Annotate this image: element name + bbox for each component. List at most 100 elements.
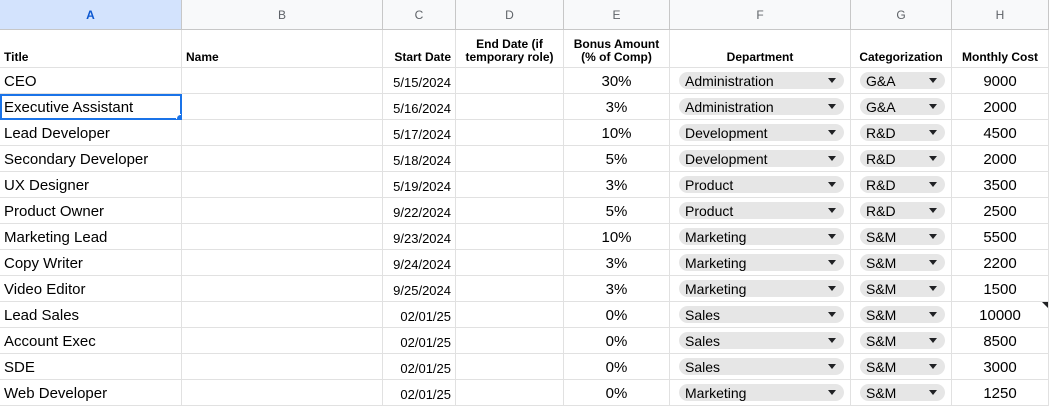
caret-down-icon[interactable]: [929, 182, 937, 187]
department-dropdown-chip[interactable]: Development: [679, 150, 844, 167]
department-dropdown-chip[interactable]: Marketing: [679, 384, 844, 401]
cell-department[interactable]: Administration: [670, 68, 851, 94]
cell-bonus[interactable]: 3%: [564, 276, 670, 302]
cell-end-date[interactable]: [456, 172, 564, 198]
cell-end-date[interactable]: [456, 302, 564, 328]
department-dropdown-chip[interactable]: Product: [679, 176, 844, 193]
cell-name[interactable]: [182, 276, 383, 302]
cell-bonus[interactable]: 5%: [564, 146, 670, 172]
caret-down-icon[interactable]: [929, 390, 937, 395]
cell-bonus[interactable]: 0%: [564, 380, 670, 406]
cell-title[interactable]: SDE: [0, 354, 182, 380]
categorization-dropdown-chip[interactable]: R&D: [860, 124, 945, 141]
department-dropdown-chip[interactable]: Administration: [679, 98, 844, 115]
cell-department[interactable]: Marketing: [670, 224, 851, 250]
cell-categorization[interactable]: S&M: [851, 302, 952, 328]
cell-department[interactable]: Sales: [670, 354, 851, 380]
header-categorization[interactable]: Categorization: [851, 30, 952, 68]
caret-down-icon[interactable]: [828, 130, 836, 135]
cell-categorization[interactable]: R&D: [851, 172, 952, 198]
cell-start-date[interactable]: 9/24/2024: [383, 250, 456, 276]
cell-department[interactable]: Sales: [670, 328, 851, 354]
caret-down-icon[interactable]: [929, 364, 937, 369]
cell-title[interactable]: Secondary Developer: [0, 146, 182, 172]
cell-bonus[interactable]: 10%: [564, 120, 670, 146]
header-monthly-cost[interactable]: Monthly Cost: [952, 30, 1049, 68]
cell-monthly-cost[interactable]: 10000: [952, 302, 1049, 328]
cell-title[interactable]: Marketing Lead: [0, 224, 182, 250]
cell-department[interactable]: Marketing: [670, 276, 851, 302]
cell-bonus[interactable]: 30%: [564, 68, 670, 94]
cell-end-date[interactable]: [456, 250, 564, 276]
cell-start-date[interactable]: 02/01/25: [383, 354, 456, 380]
categorization-dropdown-chip[interactable]: S&M: [860, 306, 945, 323]
cell-end-date[interactable]: [456, 328, 564, 354]
cell-monthly-cost[interactable]: 2500: [952, 198, 1049, 224]
cell-name[interactable]: [182, 328, 383, 354]
header-bonus-amount[interactable]: Bonus Amount (% of Comp): [564, 30, 670, 68]
cell-bonus[interactable]: 5%: [564, 198, 670, 224]
cell-monthly-cost[interactable]: 3500: [952, 172, 1049, 198]
categorization-dropdown-chip[interactable]: R&D: [860, 150, 945, 167]
caret-down-icon[interactable]: [828, 78, 836, 83]
cell-bonus[interactable]: 0%: [564, 328, 670, 354]
cell-title[interactable]: Executive Assistant: [0, 94, 182, 120]
cell-title[interactable]: Lead Developer: [0, 120, 182, 146]
caret-down-icon[interactable]: [828, 208, 836, 213]
column-header-f[interactable]: F: [670, 0, 851, 30]
cell-start-date[interactable]: 02/01/25: [383, 302, 456, 328]
cell-department[interactable]: Product: [670, 172, 851, 198]
cell-title[interactable]: Account Exec: [0, 328, 182, 354]
cell-department[interactable]: Product: [670, 198, 851, 224]
cell-monthly-cost[interactable]: 3000: [952, 354, 1049, 380]
cell-end-date[interactable]: [456, 224, 564, 250]
cell-name[interactable]: [182, 250, 383, 276]
cell-start-date[interactable]: 02/01/25: [383, 328, 456, 354]
cell-categorization[interactable]: S&M: [851, 250, 952, 276]
cell-bonus[interactable]: 3%: [564, 94, 670, 120]
cell-start-date[interactable]: 9/22/2024: [383, 198, 456, 224]
cell-monthly-cost[interactable]: 8500: [952, 328, 1049, 354]
cell-bonus[interactable]: 3%: [564, 172, 670, 198]
department-dropdown-chip[interactable]: Administration: [679, 72, 844, 89]
caret-down-icon[interactable]: [828, 260, 836, 265]
cell-department[interactable]: Marketing: [670, 250, 851, 276]
cell-start-date[interactable]: 5/15/2024: [383, 68, 456, 94]
department-dropdown-chip[interactable]: Sales: [679, 306, 844, 323]
cell-department[interactable]: Sales: [670, 302, 851, 328]
cell-end-date[interactable]: [456, 276, 564, 302]
column-header-b[interactable]: B: [182, 0, 383, 30]
caret-down-icon[interactable]: [929, 312, 937, 317]
cell-monthly-cost[interactable]: 2000: [952, 94, 1049, 120]
caret-down-icon[interactable]: [929, 78, 937, 83]
cell-start-date[interactable]: 9/25/2024: [383, 276, 456, 302]
cell-end-date[interactable]: [456, 120, 564, 146]
cell-name[interactable]: [182, 146, 383, 172]
caret-down-icon[interactable]: [929, 286, 937, 291]
cell-name[interactable]: [182, 94, 383, 120]
cell-start-date[interactable]: 9/23/2024: [383, 224, 456, 250]
cell-title[interactable]: Product Owner: [0, 198, 182, 224]
caret-down-icon[interactable]: [929, 208, 937, 213]
cell-bonus[interactable]: 0%: [564, 354, 670, 380]
cell-categorization[interactable]: R&D: [851, 120, 952, 146]
categorization-dropdown-chip[interactable]: R&D: [860, 176, 945, 193]
cell-name[interactable]: [182, 302, 383, 328]
categorization-dropdown-chip[interactable]: S&M: [860, 280, 945, 297]
cell-end-date[interactable]: [456, 198, 564, 224]
caret-down-icon[interactable]: [828, 364, 836, 369]
cell-title[interactable]: Web Developer: [0, 380, 182, 406]
cell-monthly-cost[interactable]: 2000: [952, 146, 1049, 172]
categorization-dropdown-chip[interactable]: S&M: [860, 384, 945, 401]
caret-down-icon[interactable]: [828, 338, 836, 343]
cell-monthly-cost[interactable]: 2200: [952, 250, 1049, 276]
cell-name[interactable]: [182, 354, 383, 380]
cell-name[interactable]: [182, 198, 383, 224]
caret-down-icon[interactable]: [828, 286, 836, 291]
caret-down-icon[interactable]: [929, 130, 937, 135]
cell-monthly-cost[interactable]: 1250: [952, 380, 1049, 406]
cell-start-date[interactable]: 5/17/2024: [383, 120, 456, 146]
cell-title[interactable]: Lead Sales: [0, 302, 182, 328]
caret-down-icon[interactable]: [929, 338, 937, 343]
